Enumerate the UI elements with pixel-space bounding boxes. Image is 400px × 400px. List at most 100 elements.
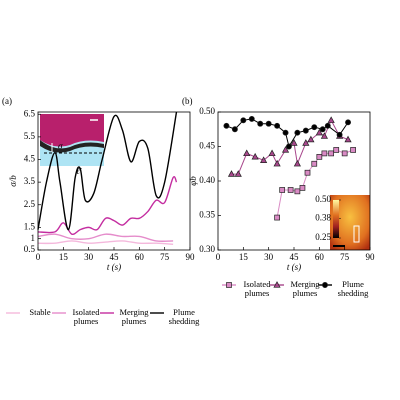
marker: [290, 139, 298, 146]
marker: [257, 120, 264, 127]
marker: [304, 169, 311, 176]
x-tick-label: 45: [110, 252, 120, 262]
y-tick-label: 0.5: [24, 244, 36, 254]
marker: [320, 132, 328, 139]
marker: [240, 117, 247, 124]
y-tick-label: 0.40: [199, 175, 215, 185]
panel-label: (a): [2, 96, 12, 106]
colorbar-tick-label: 0.25: [315, 232, 331, 242]
annotation: σ: [58, 141, 63, 151]
x-axis-label: t (s): [287, 262, 301, 272]
marker: [273, 159, 281, 167]
marker: [227, 170, 236, 177]
marker: [231, 126, 238, 133]
marker: [274, 214, 280, 221]
y-tick-label: 1.5: [24, 221, 36, 231]
legend-label: Isolated plumes: [72, 307, 100, 326]
x-tick-label: 75: [340, 252, 350, 262]
x-tick-label: 30: [84, 252, 94, 262]
marker: [294, 129, 301, 136]
legend-label: Isolated plumes: [243, 279, 271, 298]
colorbar-tick-label: 0.50: [315, 194, 331, 204]
x-tick-label: 90: [186, 252, 196, 262]
marker: [350, 147, 356, 153]
marker: [336, 131, 343, 138]
inset-image-b: [330, 195, 370, 250]
marker: [321, 150, 328, 157]
marker: [293, 159, 301, 167]
x-tick-label: 15: [59, 252, 69, 262]
y-axis-label: σ/b: [8, 175, 18, 187]
marker: [322, 282, 328, 288]
x-tick-label: 90: [366, 252, 376, 262]
y-tick-label: 3.5: [24, 176, 36, 186]
y-axis-label: φ̄b: [188, 176, 198, 186]
x-tick-label: 60: [135, 252, 145, 262]
x-tick-label: 0: [36, 252, 41, 262]
annotation: ℓ̄: [76, 166, 83, 176]
x-tick-label: 0: [216, 252, 221, 262]
marker: [294, 188, 301, 195]
legend-label: Merging plumes: [119, 307, 149, 326]
marker: [274, 122, 281, 129]
x-axis-label: t (s): [107, 262, 121, 272]
x-tick-label: 30: [264, 252, 274, 262]
series-line: [37, 233, 174, 242]
marker: [327, 116, 335, 123]
series-line: [37, 240, 174, 246]
marker: [251, 152, 259, 160]
y-tick-label: 1: [31, 233, 36, 243]
legend-label: Stable: [29, 307, 51, 317]
series-line: [37, 176, 178, 236]
marker: [307, 135, 315, 143]
marker: [260, 156, 268, 163]
y-tick-label: 0.45: [199, 141, 215, 151]
y-tick-label: 0.35: [199, 210, 215, 220]
marker: [281, 146, 290, 153]
marker: [345, 119, 351, 126]
marker: [273, 281, 281, 288]
marker: [243, 149, 251, 157]
y-tick-label: 4.5: [24, 154, 36, 164]
series-line: [226, 118, 349, 148]
y-tick-label: 0.50: [199, 106, 215, 116]
legend-label: Plume shedding: [337, 279, 369, 298]
y-tick-label: 5.5: [24, 131, 36, 141]
marker: [302, 139, 310, 146]
x-tick-label: 15: [239, 252, 249, 262]
marker: [234, 170, 242, 177]
marker: [248, 115, 255, 122]
marker: [311, 124, 318, 131]
legend-label: Merging plumes: [290, 279, 320, 298]
marker: [279, 187, 286, 193]
marker: [315, 128, 323, 136]
marker: [311, 160, 318, 167]
x-tick-label: 60: [315, 252, 325, 262]
series-line: [37, 111, 178, 231]
y-tick-label: 2.5: [24, 199, 36, 209]
panel-label: (b): [182, 96, 193, 106]
marker: [316, 154, 323, 160]
marker: [341, 150, 348, 157]
marker: [223, 122, 230, 129]
marker: [268, 149, 276, 157]
marker: [282, 129, 289, 136]
legend-label: Plume shedding: [168, 307, 200, 326]
marker: [324, 122, 331, 129]
y-tick-label: 6.5: [24, 108, 36, 118]
marker: [328, 150, 335, 157]
marker: [265, 120, 272, 127]
x-tick-label: 75: [160, 252, 170, 262]
marker: [344, 135, 352, 143]
marker: [302, 127, 309, 134]
marker: [285, 143, 292, 150]
inset-image-a: [40, 114, 104, 166]
marker: [287, 187, 294, 193]
marker: [226, 282, 232, 288]
x-tick-label: 45: [290, 252, 300, 262]
marker: [333, 147, 340, 153]
y-tick-label: 0.30: [199, 244, 215, 254]
marker: [299, 185, 306, 191]
